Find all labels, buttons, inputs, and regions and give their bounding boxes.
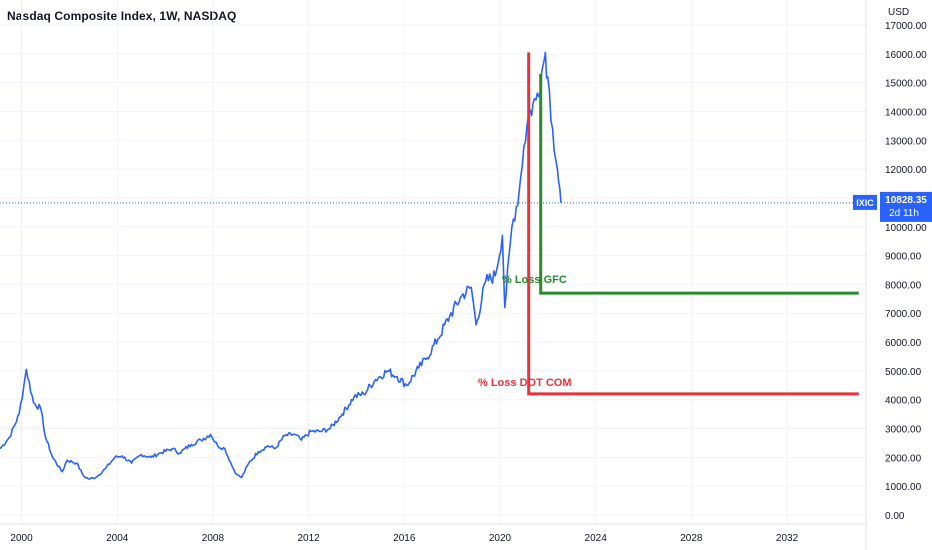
price-tick-label: 14000.00 bbox=[885, 107, 927, 118]
time-tick-label: 2024 bbox=[585, 533, 608, 544]
time-tick-label: 2004 bbox=[106, 533, 129, 544]
series-layer bbox=[0, 51, 866, 480]
dotcom-loss-label: % Loss DOT COM bbox=[478, 377, 572, 389]
dotcom-loss-line bbox=[527, 52, 859, 396]
price-tick-label: 12000.00 bbox=[885, 165, 927, 176]
gfc-loss-label: % Loss GFC bbox=[502, 274, 567, 286]
time-tick-label: 2032 bbox=[776, 533, 799, 544]
price-tick-label: 16000.00 bbox=[885, 50, 927, 61]
symbol-tag-bg bbox=[853, 194, 877, 210]
series-line-ixic bbox=[0, 51, 562, 480]
annotation-layer: % Loss GFC % Loss DOT COM bbox=[478, 52, 859, 396]
price-tick-label: 17000.00 bbox=[885, 21, 927, 32]
price-tick-label: 8000.00 bbox=[885, 280, 922, 291]
price-tag-bg bbox=[880, 191, 932, 222]
price-tick-label: 7000.00 bbox=[885, 309, 922, 320]
time-tick-label: 2012 bbox=[297, 533, 320, 544]
price-tick-label: 13000.00 bbox=[885, 136, 927, 147]
price-tag-countdown: 2d 11h bbox=[889, 208, 919, 219]
price-axis-currency: USD bbox=[888, 7, 909, 18]
price-tick-label: 3000.00 bbox=[885, 425, 922, 436]
price-tick-label: 6000.00 bbox=[885, 338, 922, 349]
price-tag-layer: IXIC 10828.35 2d 11h bbox=[853, 191, 932, 222]
price-tick-label: 0.00 bbox=[885, 511, 905, 522]
time-tick-label: 2008 bbox=[202, 533, 225, 544]
chart-title: Nasdaq Composite Index, 1W, NASDAQ bbox=[7, 9, 237, 23]
time-tick-label: 2016 bbox=[393, 533, 416, 544]
grid-layer bbox=[0, 0, 866, 524]
price-tick-label: 5000.00 bbox=[885, 367, 922, 378]
price-tick-label: 2000.00 bbox=[885, 453, 922, 464]
time-tick-label: 2000 bbox=[10, 533, 33, 544]
symbol-tag-label: IXIC bbox=[856, 198, 874, 208]
price-tick-label: 9000.00 bbox=[885, 252, 922, 263]
price-tick-label: 10000.00 bbox=[885, 223, 927, 234]
gfc-loss-line bbox=[539, 74, 859, 295]
price-tick-label: 1000.00 bbox=[885, 482, 922, 493]
price-tag-value: 10828.35 bbox=[885, 195, 927, 206]
time-tick-label: 2028 bbox=[680, 533, 703, 544]
time-tick-label: 2020 bbox=[489, 533, 512, 544]
price-tick-label: 15000.00 bbox=[885, 79, 927, 90]
price-tick-label: 4000.00 bbox=[885, 396, 922, 407]
